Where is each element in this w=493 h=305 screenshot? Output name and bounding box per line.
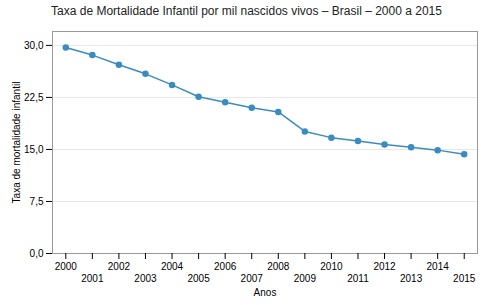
svg-text:30,0: 30,0 bbox=[24, 40, 44, 51]
html-text:Taxa de Mortalidade Infantil p: Taxa de Mortalidade Infantil por mil nas… bbox=[51, 4, 442, 18]
svg-text:2008: 2008 bbox=[267, 261, 290, 272]
svg-text:22,5: 22,5 bbox=[24, 92, 44, 103]
svg-text:2006: 2006 bbox=[214, 261, 237, 272]
svg-text:0,0: 0,0 bbox=[30, 248, 44, 259]
svg-text:15,0: 15,0 bbox=[24, 144, 44, 155]
svg-text:2007: 2007 bbox=[241, 273, 264, 284]
svg-text:2002: 2002 bbox=[108, 261, 131, 272]
svg-text:2000: 2000 bbox=[55, 261, 78, 272]
svg-text:7,5: 7,5 bbox=[30, 196, 44, 207]
svg-text:2010: 2010 bbox=[320, 261, 343, 272]
svg-text:2012: 2012 bbox=[373, 261, 396, 272]
svg-text:2013: 2013 bbox=[400, 273, 423, 284]
svg-text:Taxa de mortalidade infantil: Taxa de mortalidade infantil bbox=[11, 82, 22, 204]
svg-text:2009: 2009 bbox=[294, 273, 317, 284]
svg-text:2001: 2001 bbox=[81, 273, 104, 284]
svg-text:2011: 2011 bbox=[347, 273, 369, 284]
svg-text:2015: 2015 bbox=[453, 273, 476, 284]
svg-text:2014: 2014 bbox=[427, 261, 450, 272]
svg-text:2004: 2004 bbox=[161, 261, 184, 272]
svg-text:Anos: Anos bbox=[254, 287, 277, 298]
svg-text:2005: 2005 bbox=[187, 273, 210, 284]
svg-text:2003: 2003 bbox=[134, 273, 157, 284]
